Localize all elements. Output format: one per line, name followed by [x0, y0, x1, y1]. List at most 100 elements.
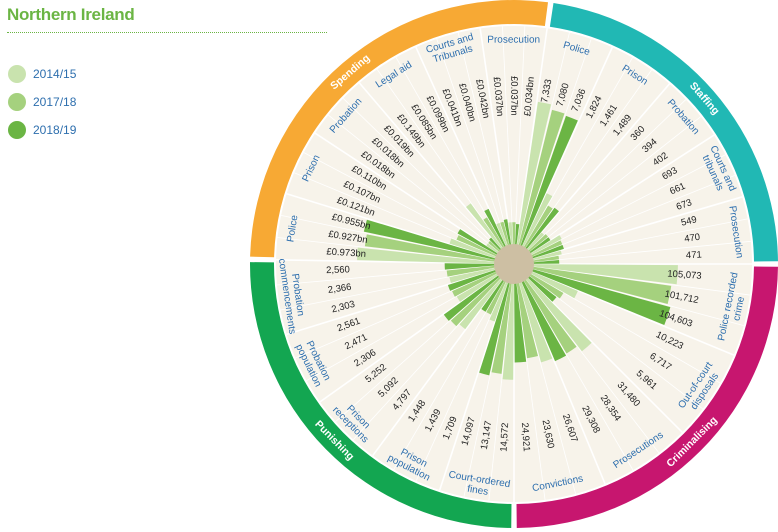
bar-criminalising: [526, 272, 564, 299]
bar-staffing: [528, 244, 564, 260]
spoke-line: [438, 278, 510, 491]
spoke-line: [528, 269, 735, 356]
bar-spending: [489, 237, 504, 253]
bar-staffing: [519, 115, 578, 250]
bar-spending: [484, 208, 508, 251]
spoke-line: [286, 192, 499, 261]
ring-punishing: [250, 262, 512, 528]
bar-criminalising: [523, 275, 592, 352]
spoke-line: [372, 276, 506, 457]
title-divider: [7, 32, 327, 33]
spoke-line: [335, 274, 503, 422]
legend-label: 2018/19: [33, 123, 77, 137]
bar-spending: [357, 247, 499, 264]
value-label: £0.034bn: [522, 76, 537, 116]
spoke-line: [280, 215, 499, 262]
spoke-line: [521, 57, 633, 251]
bar-criminalising: [516, 279, 538, 359]
bar-staffing: [529, 255, 560, 263]
spoke-line: [529, 196, 743, 261]
bar-spending: [514, 223, 520, 249]
spoke-line: [395, 57, 507, 251]
legend-item: 2017/18: [8, 88, 76, 116]
value-label: 7,333: [539, 78, 554, 103]
bar-punishing: [459, 275, 505, 330]
bar-staffing: [520, 193, 553, 251]
spoke-line: [528, 174, 736, 259]
bar-criminalising: [514, 279, 527, 363]
bar-punishing: [446, 265, 499, 277]
ring-spending: [250, 0, 549, 258]
spoke-line: [436, 38, 510, 249]
page-title: Northern Ireland: [7, 5, 135, 24]
spoke-line: [521, 277, 634, 471]
segment-label: Police: [285, 214, 300, 243]
spoke-line: [276, 265, 499, 286]
spoke-line: [527, 271, 721, 384]
bar-staffing: [527, 235, 562, 257]
spoke-line: [415, 46, 509, 250]
bar-punishing: [489, 278, 509, 322]
bar-punishing: [447, 268, 500, 291]
value-label: 105,073: [667, 269, 702, 282]
segment-label: crime: [731, 295, 747, 322]
spoke-line: [463, 279, 512, 497]
value-label: 673: [675, 197, 694, 213]
legend-swatch: [8, 121, 26, 139]
value-label: 24,921: [519, 422, 532, 452]
value-label: 471: [686, 250, 702, 262]
spoke-line: [515, 279, 546, 501]
bar-criminalising: [525, 273, 557, 302]
bar-punishing: [456, 271, 501, 302]
value-label: 2,366: [327, 282, 352, 296]
spoke-line: [526, 273, 704, 410]
spoke-line: [280, 266, 499, 311]
spoke-line: [529, 218, 748, 262]
legend-swatch: [8, 93, 26, 111]
spoke-line: [528, 154, 726, 258]
legend-swatch: [8, 65, 26, 83]
bar-staffing: [523, 207, 559, 252]
spoke-line: [393, 277, 507, 470]
spoke-line: [294, 172, 500, 259]
spoke-line: [353, 275, 504, 440]
ring-staffing: [549, 2, 778, 262]
spoke-line: [526, 116, 702, 255]
spoke-line: [515, 28, 548, 249]
spoke-line: [303, 152, 501, 257]
bar-spending: [496, 222, 509, 250]
bar-spending: [500, 221, 511, 249]
value-label: £0.037bn: [491, 76, 506, 116]
bar-punishing: [449, 267, 499, 284]
bar-spending: [483, 217, 506, 251]
bar-staffing: [517, 109, 565, 249]
legend-item: 2014/15: [8, 60, 76, 88]
spoke-line: [527, 134, 715, 257]
bar-spending: [503, 219, 512, 249]
value-label: £0.037bn: [508, 76, 519, 116]
bar-punishing: [481, 276, 506, 312]
bar-spending: [488, 241, 503, 254]
spoke-line: [328, 114, 502, 255]
spoke-line: [276, 259, 499, 265]
bar-punishing: [443, 273, 502, 321]
bar-spending: [456, 235, 500, 258]
spoke-line: [517, 32, 570, 249]
bar-criminalising: [528, 268, 671, 326]
ring-criminalising: [516, 266, 778, 528]
spoke-line: [519, 278, 606, 485]
value-label: 13,147: [479, 420, 494, 450]
spoke-line: [295, 269, 500, 359]
spoke-line: [525, 99, 687, 254]
bar-staffing: [522, 205, 553, 251]
bar-spending: [457, 229, 501, 257]
spoke-line: [529, 265, 751, 296]
spoke-line: [519, 46, 614, 250]
legend-label: 2017/18: [33, 95, 77, 109]
segment-label: fines: [466, 484, 489, 498]
spoke-line: [523, 276, 660, 454]
bar-punishing: [479, 279, 511, 376]
bar-staffing: [516, 101, 552, 249]
bar-punishing: [450, 274, 504, 327]
